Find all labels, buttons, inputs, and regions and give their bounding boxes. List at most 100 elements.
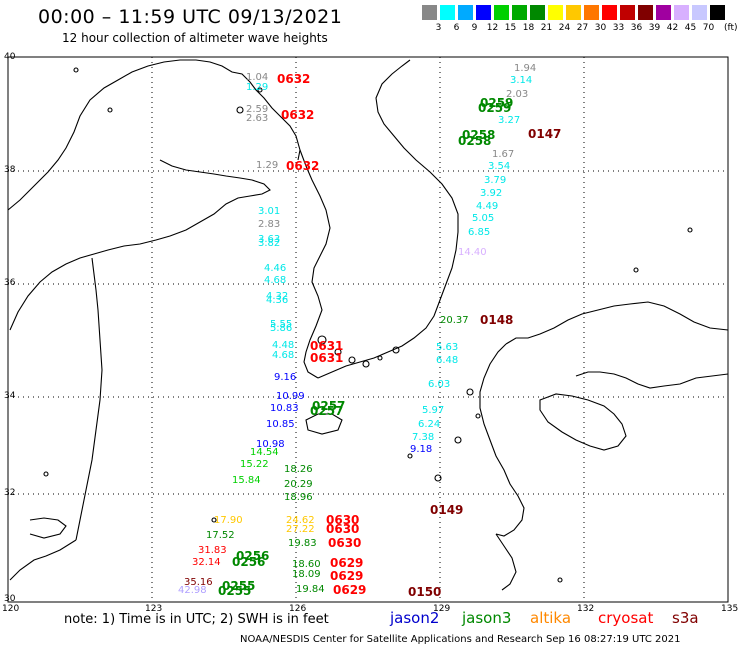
wave-height-label: 2.83 — [258, 219, 281, 230]
wave-height-label: 18.60 — [292, 559, 321, 570]
wave-height-label: 32.14 — [192, 557, 221, 568]
wave-height-label: 3.54 — [488, 161, 511, 172]
legend-s3a: s3a — [672, 609, 699, 627]
scale-swatch — [440, 5, 455, 20]
wave-height-label: 3.01 — [258, 206, 281, 217]
wave-height-label: 3.82 — [258, 238, 281, 249]
scale-label: 45 — [684, 23, 697, 33]
wave-height-label: 6.48 — [436, 355, 459, 366]
scale-label: 39 — [648, 23, 661, 33]
pass-time-label: 0632 — [277, 72, 311, 86]
pass-time-label: 0630 — [326, 522, 360, 536]
scale-label: 12 — [486, 23, 499, 33]
wave-height-label: 2.63 — [246, 113, 269, 124]
pass-time-label: 0632 — [281, 108, 315, 122]
lon-label-126: 126 — [289, 604, 307, 614]
wave-height-label: 24.62 — [286, 515, 315, 526]
scale-label: 30 — [594, 23, 607, 33]
scale-label: 21 — [540, 23, 553, 33]
legend-jason3: jason3 — [462, 609, 512, 627]
wave-height-label: 5.55 — [270, 319, 293, 330]
credit-footer: NOAA/NESDIS Center for Satellite Applica… — [240, 634, 681, 645]
wave-height-label: 3.27 — [498, 115, 521, 126]
wave-height-label: 10.99 — [276, 391, 305, 402]
scale-unit-label: (ft) — [724, 23, 738, 33]
wave-height-label: 14.54 — [250, 447, 279, 458]
wave-height-label: 9.18 — [410, 444, 433, 455]
pass-time-label: 0256 — [232, 555, 266, 569]
pass-time-label: 0147 — [528, 127, 562, 141]
wave-height-label: 5.86 — [270, 323, 293, 334]
wave-height-label: 3.14 — [510, 75, 533, 86]
scale-swatch — [710, 5, 725, 20]
pass-time-label: 0255 — [218, 584, 252, 598]
lat-label-34: 34 — [4, 391, 16, 401]
wave-height-label: 5.97 — [422, 405, 445, 416]
wave-height-label: 19.84 — [296, 584, 325, 595]
wave-height-label: 18.09 — [292, 569, 321, 580]
scale-swatch — [422, 5, 437, 20]
map-title: 00:00 – 11:59 UTC 09/13/2021 — [38, 6, 343, 28]
scale-swatch — [692, 5, 707, 20]
wave-height-label: 19.83 — [288, 538, 317, 549]
wave-height-label: 17.52 — [206, 530, 235, 541]
scale-swatch — [638, 5, 653, 20]
scale-label: 15 — [504, 23, 517, 33]
wave-height-label: 35.16 — [184, 577, 213, 588]
scale-swatch — [584, 5, 599, 20]
lon-label-132: 132 — [577, 604, 595, 614]
map-subtitle: 12 hour collection of altimeter wave hei… — [62, 31, 328, 45]
wave-height-label: 10.83 — [270, 403, 299, 414]
pass-time-label: 0256 — [236, 549, 270, 563]
wave-height-label: 6.03 — [428, 379, 451, 390]
pass-time-label: 0631 — [310, 351, 344, 365]
units-note: note: 1) Time is in UTC; 2) SWH is in fe… — [64, 612, 329, 627]
scale-label: 36 — [630, 23, 643, 33]
wave-height-label: 3.63 — [258, 234, 281, 245]
wave-height-label: 15.22 — [240, 459, 269, 470]
scale-swatch — [620, 5, 635, 20]
pass-time-label: 0259 — [478, 101, 512, 115]
wave-height-label: 4.68 — [264, 275, 287, 286]
pass-time-label: 0257 — [310, 404, 344, 418]
wave-height-label: 17.90 — [214, 515, 243, 526]
legend-altika: altika — [530, 609, 572, 627]
wave-height-label: 1.29 — [246, 82, 269, 93]
scale-label: 70 — [702, 23, 715, 33]
pass-time-label: 0148 — [480, 313, 514, 327]
pass-time-label: 0630 — [326, 513, 360, 527]
scale-swatch — [602, 5, 617, 20]
scale-label: 6 — [453, 23, 460, 33]
scale-swatch — [494, 5, 509, 20]
wave-height-label: 15.84 — [232, 475, 261, 486]
pass-time-label: 0258 — [462, 128, 496, 142]
wave-height-label: 9.16 — [274, 372, 297, 383]
pass-time-label: 0149 — [430, 503, 464, 517]
coastline — [7, 59, 729, 591]
wave-height-label: 4.49 — [476, 201, 499, 212]
wave-height-label: 10.98 — [256, 439, 285, 450]
scale-swatch — [530, 5, 545, 20]
wave-height-label: 5.05 — [472, 213, 495, 224]
wave-height-label: 20.37 — [440, 315, 469, 326]
wave-height-label: 18.26 — [284, 464, 313, 475]
wave-height-label: 2.03 — [506, 89, 529, 100]
lat-label-40: 40 — [4, 52, 16, 62]
wave-height-label: 1.29 — [256, 160, 279, 171]
scale-label: 24 — [558, 23, 571, 33]
lon-label-120: 120 — [2, 604, 20, 614]
pass-time-label: 0258 — [458, 134, 492, 148]
lon-label-135: 135 — [721, 604, 739, 614]
legend-cryosat: cryosat — [598, 609, 654, 627]
wave-height-label: 10.85 — [266, 419, 295, 430]
lon-label-129: 129 — [433, 604, 451, 614]
wave-height-label: 5.63 — [436, 342, 459, 353]
lat-label-36: 36 — [4, 278, 16, 288]
pass-time-label: 0631 — [310, 339, 344, 353]
pass-time-label: 0629 — [330, 569, 364, 583]
wave-height-label: 3.79 — [484, 175, 507, 186]
scale-swatch — [476, 5, 491, 20]
scale-swatch — [566, 5, 581, 20]
wave-height-label: 1.67 — [492, 149, 515, 160]
